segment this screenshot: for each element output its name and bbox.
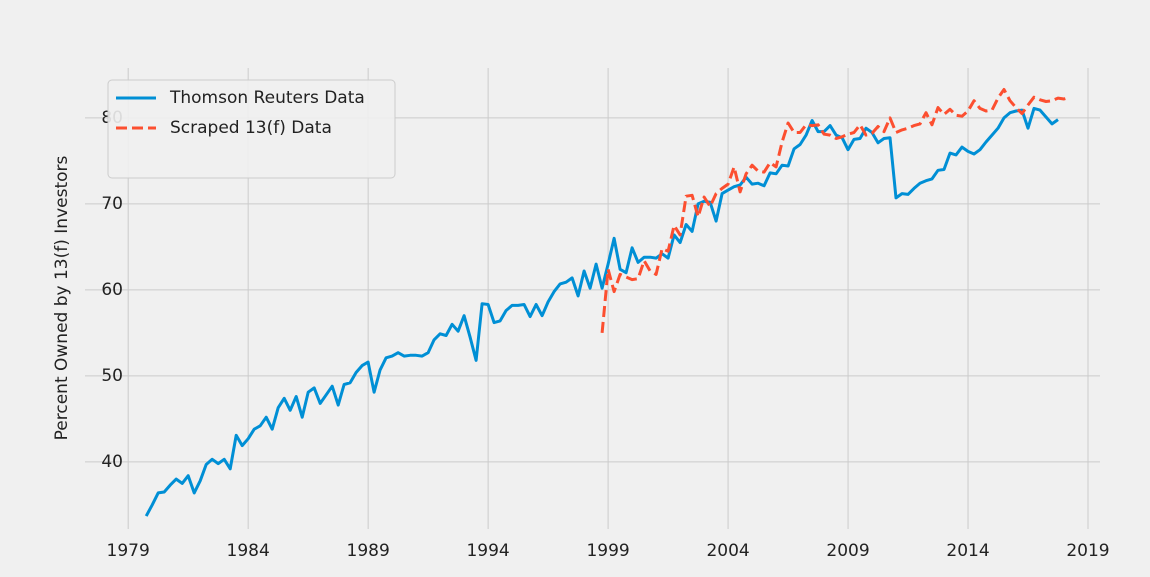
x-tick-label: 2019	[1066, 541, 1109, 561]
data-line	[600, 88, 1071, 334]
x-tick-label: 1994	[466, 541, 509, 561]
x-tick-label: 1999	[586, 541, 629, 561]
y-tick-label: 50	[101, 366, 123, 386]
legend-box	[107, 79, 396, 179]
legend-label: Scraped 13(f) Data	[170, 118, 332, 138]
legend-label: Thomson Reuters Data	[169, 88, 365, 108]
x-tick-label: 1984	[227, 541, 270, 561]
x-tick-label: 2009	[826, 541, 869, 561]
y-tick-label: 60	[101, 280, 123, 300]
data-line	[144, 106, 1059, 517]
y-axis-label: Percent Owned by 13(f) Investors	[52, 156, 72, 441]
x-tick-label: 1989	[347, 541, 390, 561]
x-tick-label: 2014	[946, 541, 989, 561]
x-tick-label: 1979	[107, 541, 150, 561]
x-tick-label: 2004	[706, 541, 749, 561]
y-tick-label: 40	[101, 452, 123, 472]
y-tick-label: 70	[101, 194, 123, 214]
